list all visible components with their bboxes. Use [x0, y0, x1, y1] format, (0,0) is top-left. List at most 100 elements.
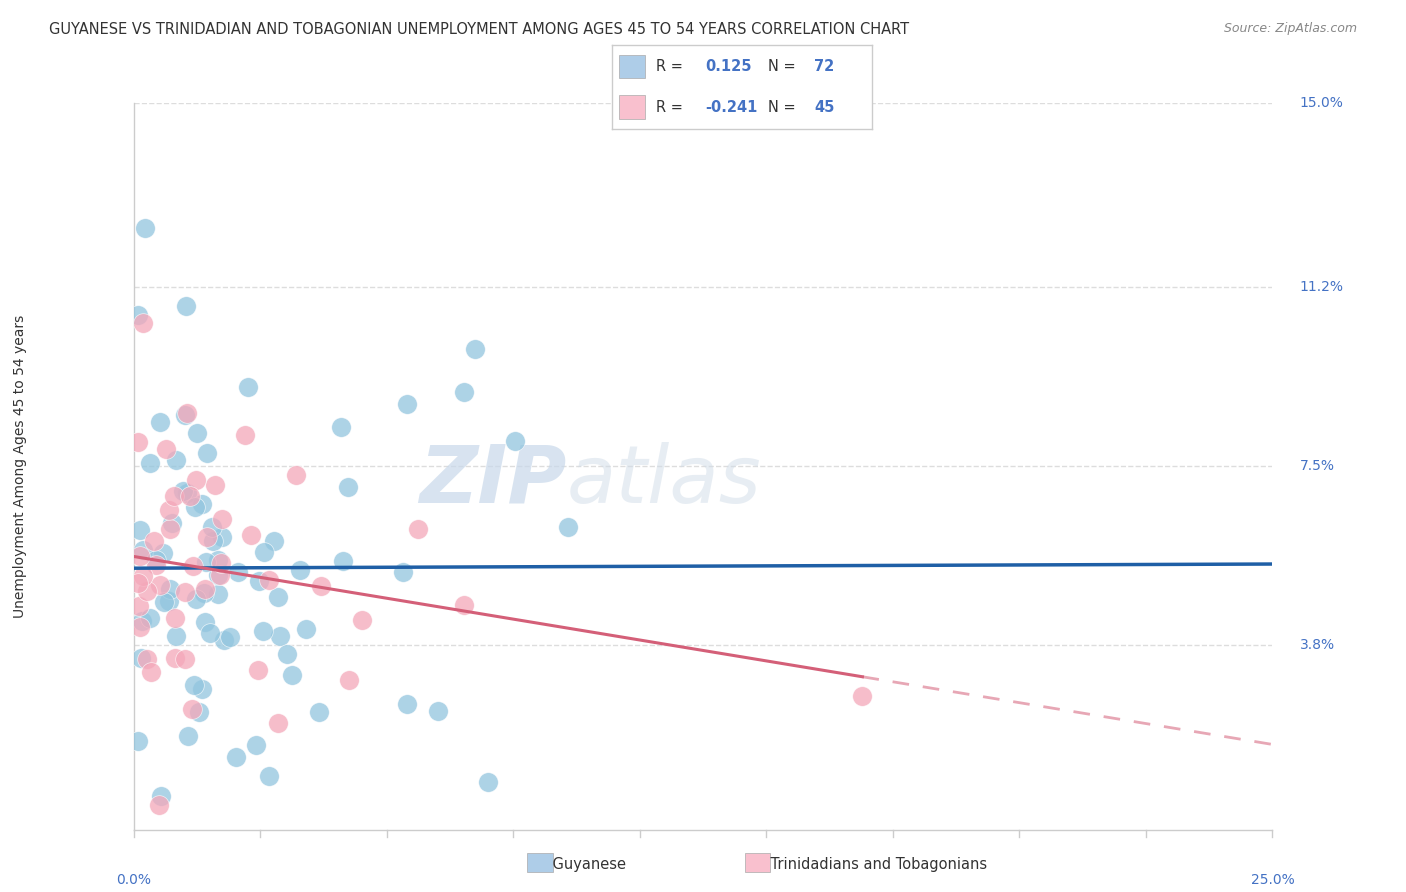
Text: 3.8%: 3.8%	[1299, 639, 1334, 652]
Point	[239, 528, 262, 542]
Point	[184, 473, 207, 487]
Point	[211, 557, 233, 571]
Point	[163, 489, 186, 503]
Point	[280, 667, 302, 681]
Point	[207, 568, 229, 582]
Point	[134, 221, 156, 235]
Text: 11.2%: 11.2%	[1299, 280, 1344, 293]
Point	[253, 545, 276, 559]
Text: 45: 45	[814, 100, 835, 115]
Point	[186, 425, 208, 440]
Point	[200, 626, 222, 640]
Text: N =: N =	[768, 59, 796, 74]
Point	[267, 591, 290, 605]
Point	[263, 534, 285, 549]
Point	[163, 611, 186, 625]
Point	[236, 379, 259, 393]
Point	[252, 624, 274, 638]
Point	[153, 595, 176, 609]
Point	[225, 750, 247, 764]
Point	[149, 578, 172, 592]
Point	[176, 485, 198, 500]
Text: 0.125: 0.125	[706, 59, 752, 74]
Text: 72: 72	[814, 59, 835, 74]
Text: 15.0%: 15.0%	[1299, 95, 1344, 110]
Point	[295, 622, 318, 636]
Point	[188, 705, 211, 719]
Point	[207, 553, 229, 567]
Text: ZIP: ZIP	[419, 442, 567, 520]
Text: 25.0%: 25.0%	[1250, 873, 1295, 888]
Point	[179, 489, 201, 503]
Point	[219, 630, 242, 644]
Point	[195, 530, 218, 544]
Point	[129, 549, 152, 564]
Point	[226, 565, 249, 579]
Point	[290, 563, 312, 577]
Point	[166, 628, 188, 642]
Point	[132, 316, 155, 330]
Point	[247, 663, 270, 677]
Point	[201, 533, 224, 548]
Point	[143, 533, 166, 548]
Point	[208, 568, 231, 582]
Point	[503, 434, 526, 448]
Text: N =: N =	[768, 100, 796, 115]
Point	[136, 652, 159, 666]
Point	[191, 497, 214, 511]
Point	[129, 620, 152, 634]
Point	[851, 689, 873, 703]
Point	[453, 599, 475, 613]
Point	[269, 629, 291, 643]
Point	[181, 558, 204, 573]
Point	[406, 522, 429, 536]
Point	[174, 299, 197, 313]
Point	[165, 651, 187, 665]
Point	[174, 408, 197, 422]
Bar	[620, 54, 645, 78]
Point	[149, 415, 172, 429]
Point	[211, 512, 233, 526]
Point	[249, 574, 271, 588]
Point	[204, 478, 226, 492]
Point	[308, 705, 330, 719]
Text: 0.0%: 0.0%	[117, 873, 150, 888]
Point	[157, 594, 180, 608]
Point	[159, 582, 181, 596]
Point	[197, 446, 219, 460]
Point	[201, 520, 224, 534]
Point	[211, 530, 233, 544]
Point	[176, 406, 198, 420]
Point	[145, 558, 167, 573]
Point	[194, 582, 217, 596]
Point	[159, 523, 181, 537]
Point	[183, 678, 205, 692]
Point	[212, 633, 235, 648]
Point	[139, 456, 162, 470]
Point	[173, 585, 195, 599]
Point	[149, 789, 172, 803]
Text: atlas: atlas	[567, 442, 761, 520]
Point	[138, 610, 160, 624]
Point	[396, 697, 419, 711]
Point	[148, 798, 170, 813]
Point	[132, 568, 155, 582]
Point	[177, 729, 200, 743]
Point	[193, 586, 215, 600]
Point	[276, 647, 298, 661]
Point	[183, 500, 205, 514]
Text: GUYANESE VS TRINIDADIAN AND TOBAGONIAN UNEMPLOYMENT AMONG AGES 45 TO 54 YEARS CO: GUYANESE VS TRINIDADIAN AND TOBAGONIAN U…	[49, 22, 910, 37]
Point	[233, 428, 256, 442]
Text: R =: R =	[655, 100, 683, 115]
Text: Source: ZipAtlas.com: Source: ZipAtlas.com	[1223, 22, 1357, 36]
Point	[337, 480, 360, 494]
Point	[152, 546, 174, 560]
Point	[332, 554, 354, 568]
Point	[329, 419, 352, 434]
Point	[139, 665, 162, 680]
Point	[352, 613, 374, 627]
Point	[194, 615, 217, 630]
Text: Guyanese: Guyanese	[534, 857, 626, 872]
Point	[131, 543, 153, 558]
Point	[131, 614, 153, 628]
